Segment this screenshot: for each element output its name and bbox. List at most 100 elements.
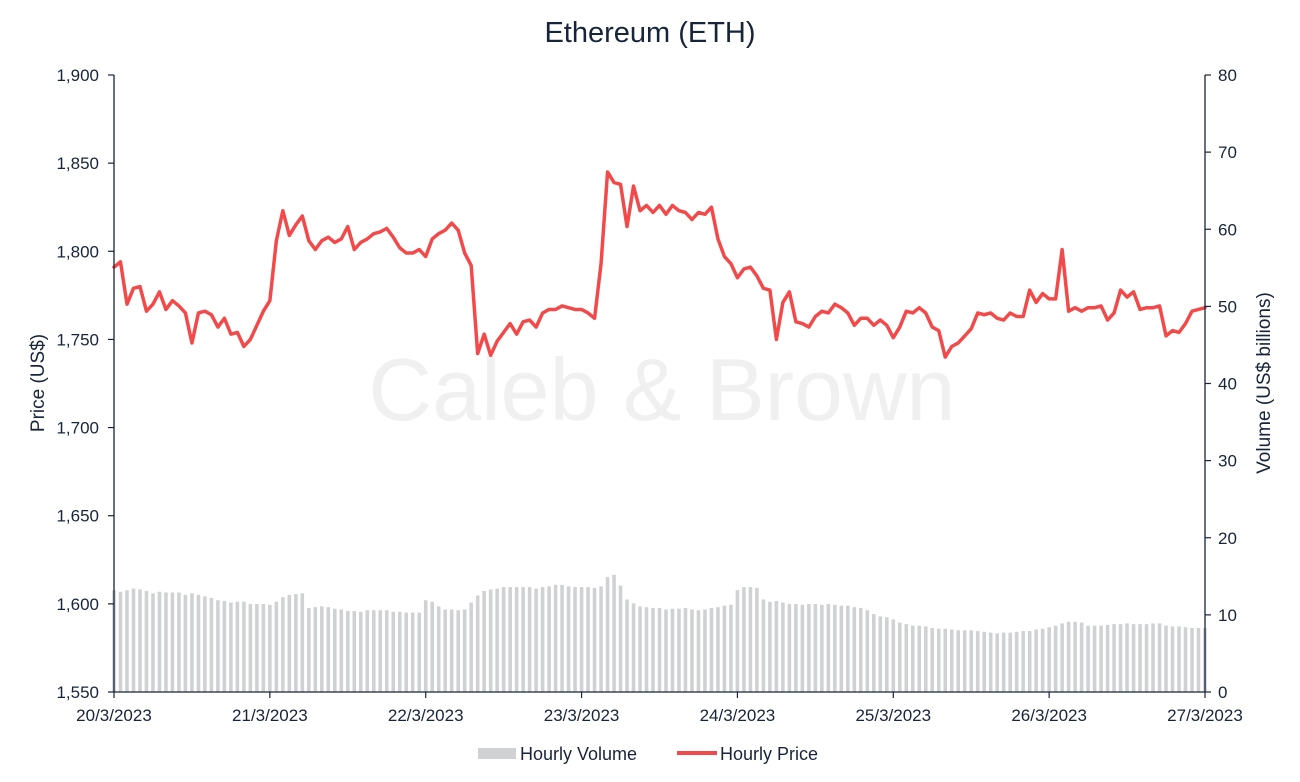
left-tick-label: 1,700 bbox=[56, 419, 99, 438]
volume-bar bbox=[865, 610, 870, 692]
volume-bar bbox=[969, 630, 973, 692]
volume-bar bbox=[456, 610, 460, 692]
volume-bar bbox=[222, 600, 227, 692]
x-tick-label: 21/3/2023 bbox=[232, 706, 308, 725]
volume-bar bbox=[820, 604, 824, 692]
left-axis-title: Price (US$) bbox=[28, 334, 49, 432]
left-ticks: 1,550 1,600 1,650 1,700 1,750 1,800 1,850 1,900 bbox=[56, 66, 114, 702]
volume-bar bbox=[1164, 625, 1168, 692]
volume-bar bbox=[962, 630, 967, 692]
volume-bar bbox=[618, 585, 623, 692]
volume-bar bbox=[1112, 624, 1116, 692]
x-tick-label: 27/3/2023 bbox=[1167, 706, 1243, 725]
volume-bar bbox=[1092, 625, 1097, 692]
volume-bar bbox=[462, 609, 467, 692]
volume-bar bbox=[495, 588, 499, 692]
volume-bar bbox=[1014, 631, 1019, 692]
volume-bar bbox=[404, 612, 409, 692]
volume-bar bbox=[339, 609, 344, 692]
volume-bar bbox=[216, 600, 220, 692]
watermark-text: Caleb & Brown bbox=[369, 340, 956, 439]
volume-bar bbox=[144, 590, 149, 692]
volume-bar bbox=[1027, 631, 1032, 692]
volume-bar bbox=[1183, 627, 1188, 692]
volume-bar bbox=[638, 606, 642, 692]
volume-bar bbox=[677, 608, 681, 692]
volume-bar bbox=[839, 605, 844, 692]
volume-bar bbox=[625, 599, 629, 692]
volume-bar bbox=[956, 630, 961, 692]
volume-bar bbox=[534, 588, 538, 692]
volume-bar bbox=[391, 611, 396, 692]
x-tick-label: 20/3/2023 bbox=[76, 706, 152, 725]
volume-bar bbox=[151, 593, 155, 692]
volume-bar bbox=[761, 599, 766, 692]
volume-bar bbox=[1060, 623, 1064, 692]
volume-bar bbox=[1196, 627, 1201, 692]
price-line bbox=[112, 170, 1207, 359]
volume-bar bbox=[157, 591, 162, 692]
volume-bars bbox=[112, 574, 1207, 692]
right-tick-label: 40 bbox=[1218, 375, 1237, 394]
volume-bar bbox=[294, 594, 298, 692]
volume-bar bbox=[384, 610, 389, 692]
volume-bar bbox=[255, 604, 259, 692]
volume-bar bbox=[586, 587, 590, 692]
volume-bar bbox=[1079, 622, 1084, 692]
volume-bar bbox=[190, 593, 194, 692]
volume-bar bbox=[177, 592, 181, 692]
left-tick-label: 1,900 bbox=[56, 66, 99, 85]
volume-bar bbox=[1053, 625, 1058, 692]
volume-bar bbox=[846, 605, 850, 692]
volume-bar bbox=[657, 607, 662, 692]
volume-bar bbox=[592, 587, 597, 692]
volume-bar bbox=[397, 611, 402, 692]
volume-bar bbox=[826, 604, 831, 692]
x-tick-label: 23/3/2023 bbox=[544, 706, 620, 725]
volume-bar bbox=[1138, 624, 1142, 692]
left-tick-label: 1,750 bbox=[56, 330, 99, 349]
left-tick-label: 1,800 bbox=[56, 242, 99, 261]
volume-bar bbox=[410, 612, 415, 692]
volume-bar bbox=[274, 601, 279, 692]
volume-bar bbox=[235, 601, 240, 692]
legend-volume-label: Hourly Volume bbox=[520, 744, 637, 764]
volume-bar bbox=[1066, 621, 1071, 692]
volume-bar bbox=[904, 624, 909, 692]
right-axis-title: Volume (US$ billions) bbox=[1254, 292, 1275, 474]
x-tick-label: 25/3/2023 bbox=[855, 706, 931, 725]
volume-bar bbox=[631, 603, 636, 692]
volume-bar bbox=[346, 611, 350, 692]
volume-bar bbox=[709, 607, 714, 692]
right-tick-label: 50 bbox=[1218, 297, 1237, 316]
volume-bar bbox=[579, 587, 584, 692]
volume-bar bbox=[599, 586, 603, 692]
x-tick-label: 24/3/2023 bbox=[700, 706, 776, 725]
right-tick-label: 80 bbox=[1218, 66, 1237, 85]
right-tick-label: 70 bbox=[1218, 143, 1237, 162]
volume-bar bbox=[670, 608, 675, 692]
volume-bar bbox=[644, 607, 649, 692]
volume-bar bbox=[118, 591, 123, 692]
left-tick-label: 1,550 bbox=[56, 683, 99, 702]
volume-bar bbox=[1170, 626, 1175, 692]
volume-bar bbox=[501, 587, 506, 692]
volume-bar bbox=[1105, 624, 1110, 692]
x-tick-label: 26/3/2023 bbox=[1011, 706, 1087, 725]
x-ticks: 20/3/2023 21/3/2023 22/3/2023 23/3/2023 24/3… bbox=[76, 692, 1243, 725]
left-tick-label: 1,850 bbox=[56, 154, 99, 173]
volume-bar bbox=[703, 609, 707, 692]
volume-bar bbox=[605, 577, 610, 692]
volume-bar bbox=[975, 631, 980, 692]
volume-bar bbox=[183, 594, 188, 692]
volume-bar bbox=[735, 590, 740, 692]
volume-bar bbox=[287, 594, 292, 692]
volume-bar bbox=[787, 604, 792, 692]
volume-bar bbox=[716, 607, 720, 692]
volume-bar bbox=[475, 595, 480, 692]
volume-bar bbox=[508, 587, 512, 692]
volume-bar bbox=[423, 600, 428, 692]
volume-bar bbox=[326, 607, 331, 692]
volume-bar bbox=[774, 600, 779, 692]
left-tick-label: 1,650 bbox=[56, 507, 99, 526]
